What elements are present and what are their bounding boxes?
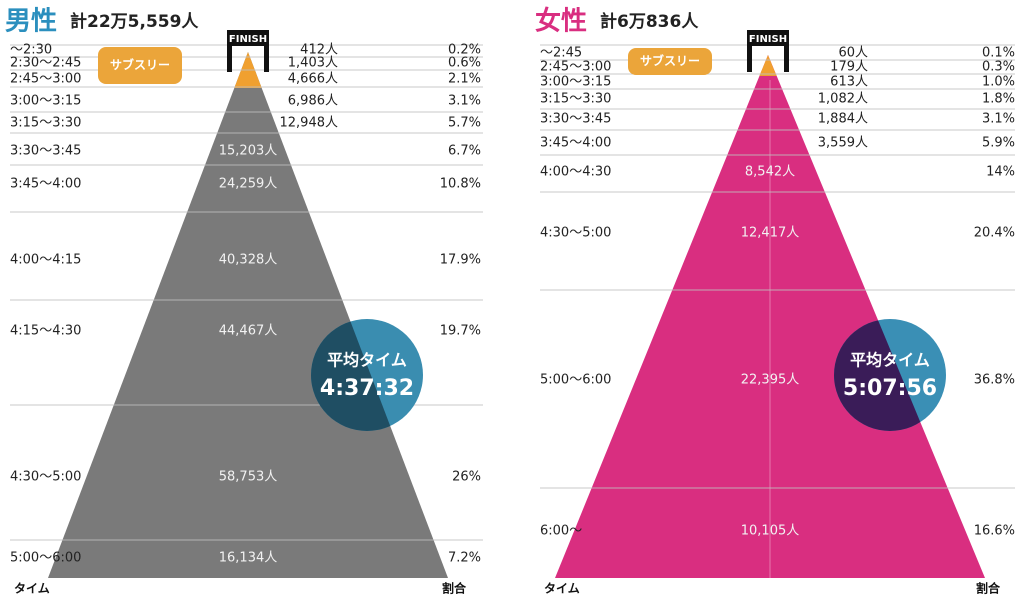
row-percent: 1.8% [982, 92, 1015, 107]
row-count: 412人 [300, 43, 338, 58]
row-time: 2:45〜3:00 [540, 60, 611, 75]
row-count: 12,948人 [280, 116, 339, 131]
row-time: 4:30〜5:00 [540, 226, 611, 241]
ratio-header: 割合 [442, 581, 467, 596]
sub3-label: サブスリー [110, 57, 170, 72]
row-percent: 0.6% [448, 56, 481, 71]
row-count: 60人 [838, 46, 868, 61]
row-count: 12,417人 [741, 226, 800, 241]
row-percent: 20.4% [974, 226, 1015, 241]
row-count: 1,403人 [288, 56, 338, 71]
row-time: 3:00〜3:15 [540, 75, 611, 90]
row-percent: 0.1% [982, 46, 1015, 61]
panel-total: 計22万5,559人 [70, 11, 199, 32]
row-percent: 6.7% [448, 144, 481, 159]
finish-post [227, 32, 232, 72]
row-time: 5:00〜6:00 [540, 373, 611, 388]
row-time: 〜2:45 [540, 46, 582, 61]
row-percent: 0.3% [982, 60, 1015, 75]
row-time: 5:00〜6:00 [10, 551, 81, 566]
row-percent: 16.6% [974, 524, 1015, 539]
row-time: 3:30〜3:45 [10, 144, 81, 159]
row-count: 16,134人 [219, 551, 278, 566]
row-time: 2:30〜2:45 [10, 56, 81, 71]
sub3-badge [628, 48, 712, 75]
row-count: 22,395人 [741, 373, 800, 388]
finish-label: FINISH [749, 34, 787, 45]
row-count: 3,559人 [818, 136, 868, 151]
row-time: 3:15〜3:30 [10, 116, 81, 131]
row-percent: 14% [986, 165, 1015, 180]
row-percent: 26% [452, 470, 481, 485]
row-time: 3:30〜3:45 [540, 112, 611, 127]
row-percent: 1.0% [982, 75, 1015, 90]
row-time: 4:15〜4:30 [10, 324, 81, 339]
row-percent: 36.8% [974, 373, 1015, 388]
row-percent: 3.1% [448, 94, 481, 109]
row-percent: 10.8% [440, 177, 481, 192]
row-count: 613人 [830, 75, 868, 90]
row-percent: 5.9% [982, 136, 1015, 151]
finish-banner [747, 30, 789, 46]
finish-post [264, 32, 269, 72]
row-percent: 5.7% [448, 116, 481, 131]
row-count: 6,986人 [288, 94, 338, 109]
row-time: 3:45〜4:00 [540, 136, 611, 151]
row-percent: 0.2% [448, 43, 481, 58]
average-time: 5:07:56 [843, 376, 937, 401]
average-label: 平均タイム [327, 351, 407, 370]
finish-post [784, 32, 789, 72]
panel-title: 女性 [535, 6, 587, 37]
finish-post [747, 32, 752, 72]
average-label: 平均タイム [850, 351, 930, 370]
row-time: 4:00〜4:15 [10, 253, 81, 268]
time-header: タイム [14, 582, 50, 596]
sub3-badge [98, 47, 182, 84]
row-count: 1,884人 [818, 112, 868, 127]
row-count: 4,666人 [288, 72, 338, 87]
row-percent: 7.2% [448, 551, 481, 566]
row-count: 10,105人 [741, 524, 800, 539]
row-count: 1,082人 [818, 92, 868, 107]
row-percent: 19.7% [440, 324, 481, 339]
finish-label: FINISH [229, 34, 267, 45]
row-percent: 2.1% [448, 72, 481, 87]
row-count: 8,542人 [745, 165, 795, 180]
row-count: 58,753人 [219, 470, 278, 485]
row-count: 40,328人 [219, 253, 278, 268]
row-count: 179人 [830, 60, 868, 75]
row-time: 4:00〜4:30 [540, 165, 611, 180]
pyramid [555, 55, 985, 578]
ratio-header: 割合 [976, 581, 1001, 596]
panel-total: 計6万836人 [600, 11, 699, 32]
row-time: 3:45〜4:00 [10, 177, 81, 192]
row-count: 24,259人 [219, 177, 278, 192]
row-percent: 17.9% [440, 253, 481, 268]
row-time: 6:00〜 [540, 524, 582, 539]
average-time: 4:37:32 [320, 376, 414, 401]
row-time: 4:30〜5:00 [10, 470, 81, 485]
row-time: 〜2:30 [10, 43, 52, 58]
pyramid-top [759, 55, 777, 76]
pyramid [48, 52, 448, 578]
panel-title: 男性 [5, 7, 57, 37]
finish-banner [227, 30, 269, 46]
row-count: 44,467人 [219, 324, 278, 339]
row-time: 3:15〜3:30 [540, 92, 611, 107]
row-percent: 3.1% [982, 112, 1015, 127]
row-time: 3:00〜3:15 [10, 94, 81, 109]
sub3-label: サブスリー [640, 53, 700, 68]
row-time: 2:45〜3:00 [10, 72, 81, 87]
row-count: 15,203人 [219, 144, 278, 159]
time-header: タイム [544, 582, 580, 596]
